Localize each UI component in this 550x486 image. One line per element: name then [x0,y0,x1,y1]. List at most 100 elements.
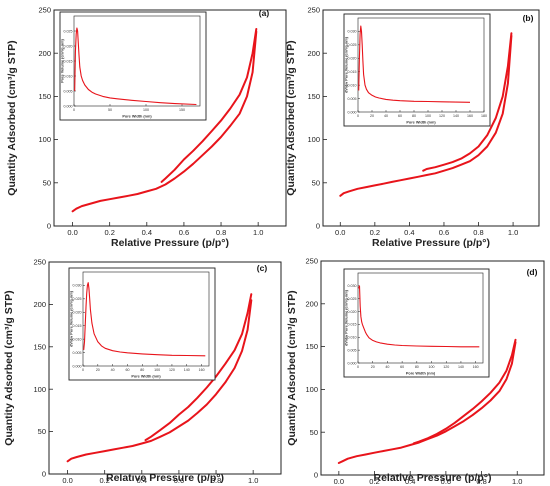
y-tick-label: 0 [316,222,320,231]
x-tick-label: 0.8 [211,476,221,485]
panel-label: (b) [523,13,534,23]
inset-y-tick-label: 0.000 [348,110,357,114]
inset-x-tick-label: 160 [467,114,473,118]
inset-distribution-curve [358,25,471,103]
inset-pore-size-distribution: 0.000 0.005 0.010 0.015 0.020 0.025 0.030 0 20 40… [68,267,216,381]
inset-y-tick-label: 0.025 [73,297,82,301]
inset-x-tick-label: 0 [82,368,84,372]
x-tick-label: 0.0 [335,228,345,237]
inset-y-axis-title: dV/dw Pore Volume (cm³/g·nm) [70,290,74,347]
y-tick-label: 250 [33,258,46,267]
y-tick-label: 0 [47,222,51,231]
desorption-curve [412,338,517,445]
inset-x-tick-label: 40 [385,365,389,369]
inset-x-tick-label: 160 [199,368,205,372]
plot-frame [322,9,540,227]
inset-y-tick-label: 0.020 [73,311,82,315]
adsorption-curve [71,30,258,213]
inset-x-tick-label: 0 [357,365,359,369]
inset-x-tick-label: 140 [184,368,190,372]
x-tick-label: 0.2 [99,476,109,485]
inset-x-tick-label: 20 [96,368,100,372]
inset-y-tick-label: 0.000 [64,104,73,108]
y-tick-label: 100 [33,385,46,394]
x-tick-label: 1.0 [512,477,522,486]
y-tick-label: 0 [42,470,46,479]
inset-x-tick-label: 140 [458,365,464,369]
x-tick-label: 0.2 [104,228,114,237]
adsorption-curve [66,299,253,463]
y-tick-label: 250 [307,6,320,15]
x-tick-label: 0.8 [476,477,486,486]
y-tick-label: 150 [305,342,318,351]
y-tick-label: 250 [305,257,318,266]
inset-x-tick-label: 80 [140,368,144,372]
y-tick-label: 50 [38,427,46,436]
inset-x-tick-label: 20 [371,365,375,369]
x-tick-label: 0.8 [216,228,226,237]
inset-frame [343,268,490,378]
inset-plot-frame [357,17,485,113]
x-tick-label: 0.2 [369,477,379,486]
y-tick-label: 100 [305,385,318,394]
y-tick-label: 200 [307,49,320,58]
inset-y-tick-label: 0.025 [64,29,73,33]
y-axis-title: Quantity Adsorbed (cm³/g STP) [3,290,15,445]
y-tick-label: 200 [305,299,318,308]
x-tick-label: 0.6 [179,228,189,237]
inset-x-tick-label: 100 [429,365,435,369]
x-tick-label: 0.0 [67,228,77,237]
inset-y-tick-label: 0.025 [348,297,357,301]
inset-frame [59,11,207,121]
y-tick-label: 100 [38,135,51,144]
inset-y-tick-label: 0.025 [348,43,357,47]
inset-distribution-curve [74,27,197,106]
inset-plot-frame [82,271,210,367]
x-axis-title: Relative Pressure (p/p°) [111,237,229,249]
y-axis-title: Quantity Adsorbed (cm³/g STP) [6,40,18,195]
x-tick-label: 1.0 [253,228,263,237]
y-tick-label: 100 [307,135,320,144]
desorption-curve [144,293,253,442]
y-tick-label: 200 [38,49,51,58]
inset-x-tick-label: 150 [179,108,185,112]
inset-y-tick-label: 0.020 [348,57,357,61]
inset-x-tick-label: 20 [370,114,374,118]
inset-x-tick-label: 160 [473,365,479,369]
x-tick-label: 0.8 [473,228,483,237]
inset-x-tick-label: 100 [425,114,431,118]
x-tick-label: 0.2 [370,228,380,237]
inset-y-tick-label: 0.005 [348,348,357,352]
inset-y-tick-label: 0.010 [348,83,357,87]
x-tick-label: 1.0 [248,476,258,485]
inset-y-tick-label: 0.000 [73,364,82,368]
inset-y-axis-title: dV/dw Pore Volume (cm³/g·nm) [345,289,349,346]
inset-x-tick-label: 50 [108,108,112,112]
desorption-curve [422,32,513,172]
inset-y-axis-title: Pore Volume (cm³/g·nm) [61,38,65,82]
panel-label: (c) [257,263,268,273]
inset-x-tick-label: 120 [169,368,175,372]
inset-x-tick-label: 180 [481,114,487,118]
inset-x-tick-label: 0 [357,114,359,118]
adsorption-curve [339,34,513,197]
inset-y-tick-label: 0.000 [348,361,357,365]
inset-x-tick-label: 40 [384,114,388,118]
inset-y-tick-label: 0.015 [348,70,357,74]
inset-x-tick-label: 100 [154,368,160,372]
y-tick-label: 150 [307,92,320,101]
x-axis-title: Relative Pressure (p/p°) [374,472,492,484]
x-tick-label: 0.4 [405,477,415,486]
inset-x-tick-label: 140 [453,114,459,118]
inset-pore-size-distribution: 0.000 0.005 0.010 0.015 0.020 0.025 0 50 100 150 P… [59,11,207,121]
inset-y-tick-label: 0.020 [64,44,73,48]
y-tick-label: 50 [43,178,51,187]
inset-y-tick-label: 0.030 [348,30,357,34]
y-tick-label: 150 [33,342,46,351]
inset-x-tick-label: 60 [398,114,402,118]
y-tick-label: 50 [312,178,320,187]
